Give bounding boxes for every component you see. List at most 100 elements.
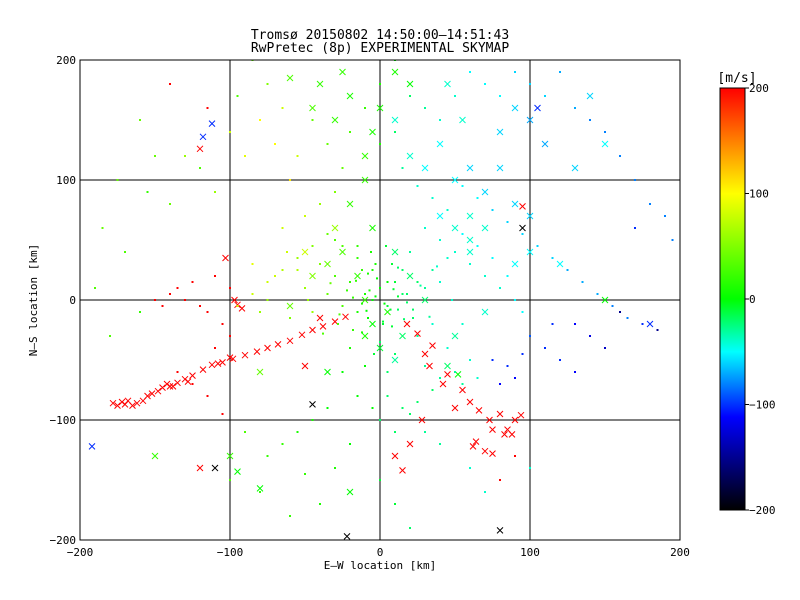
data-point-dot [446,209,449,211]
data-point-dot [406,293,408,295]
data-point-dot [266,455,269,457]
data-point-x-marker [391,452,399,460]
data-point-dot [386,371,389,373]
data-point-dot [289,515,291,517]
data-point-dot [514,455,516,457]
data-point-x-marker [361,332,369,340]
data-point-dot [251,293,254,295]
data-point-dot [373,353,375,355]
data-point-dot [281,443,284,445]
data-point-x-marker [466,236,474,244]
data-point-dot [409,251,411,253]
colorbar-gradient [719,87,746,511]
data-point-x-marker [511,260,519,268]
data-point-x-marker [601,296,609,304]
data-point-x-marker [211,464,219,472]
data-point-dot [431,389,434,391]
data-point-dot [352,329,354,331]
data-point-dot [311,119,314,121]
data-point-dot [146,191,149,193]
data-point-x-marker [196,145,204,153]
colorbar-tick-label: 0 [749,293,756,306]
data-point-x-marker [486,416,493,424]
data-point-dot [221,413,224,415]
data-point-dot [206,395,209,397]
data-point-dot [446,347,449,349]
data-point-x-marker [517,411,525,419]
data-point-x-marker [421,350,429,358]
data-point-dot [311,311,314,313]
data-point-dot [221,323,224,325]
data-point-x-marker [451,224,459,232]
data-point-x-marker [451,332,459,340]
data-point-dot [499,479,501,481]
data-point-dot [281,269,284,271]
data-point-x-marker [406,272,414,280]
data-point-dot [139,311,141,313]
data-point-x-marker [436,212,444,220]
data-point-dot [469,359,471,361]
data-point-x-marker [184,378,192,385]
data-point-dot [521,311,524,313]
data-point-dot [214,275,216,277]
y-tick-label: 200 [56,54,76,67]
data-point-dot [392,288,395,291]
colorbar-tick-label: 200 [749,82,769,95]
data-point-dot [491,359,494,361]
data-point-dot [341,245,344,247]
y-tick-label: −200 [50,534,77,547]
data-point-dot [229,479,231,481]
data-point-dot [529,335,531,337]
x-tick-label: 0 [377,546,384,559]
data-point-dot [383,302,386,305]
data-point-dot [199,167,201,169]
data-point-x-marker [361,152,369,160]
data-point-x-marker [436,140,444,148]
data-point-x-marker [426,362,433,370]
data-point-x-marker [214,360,222,367]
scatter-points [88,60,674,540]
data-point-x-marker [231,296,238,304]
data-point-x-marker [339,248,346,256]
data-point-dot [454,95,456,97]
chart-title: Tromsø 20150802 14:50:00–14:51:43 [251,28,509,43]
data-point-dot [409,95,411,97]
data-point-x-marker [481,447,489,455]
data-point-x-marker [475,407,483,414]
data-point-dot [499,383,501,385]
data-point-dot [412,308,414,311]
data-point-dot [484,83,486,85]
data-point-dot [322,332,324,335]
data-point-dot [506,275,509,277]
data-point-dot [206,107,209,109]
data-point-dot [266,299,269,301]
data-point-x-marker [331,116,339,124]
data-point-x-marker [429,342,436,349]
data-point-dot [296,257,299,259]
data-point-dot [307,299,309,301]
data-point-dot [431,323,434,325]
data-point-dot [491,257,494,259]
data-point-x-marker [496,410,504,418]
data-point-dot [403,318,405,321]
data-point-dot [409,413,411,415]
data-point-dot [326,293,329,295]
data-point-dot [371,299,374,301]
data-point-x-marker [466,248,474,256]
data-point-dot [506,221,509,223]
data-point-dot [469,467,471,469]
data-point-dot [94,287,96,289]
data-point-dot [296,155,299,157]
data-point-dot [451,299,453,301]
data-point-x-marker [301,248,309,256]
data-point-x-marker [88,443,96,450]
data-point-x-marker [208,361,216,369]
data-point-x-marker [109,399,117,407]
data-point-x-marker [343,533,351,540]
data-point-dot [389,308,392,311]
data-point-x-marker [129,402,136,409]
data-point-dot [484,275,486,277]
data-point-dot [361,331,363,334]
data-point-x-marker [274,341,282,348]
data-point-x-marker [148,390,156,397]
